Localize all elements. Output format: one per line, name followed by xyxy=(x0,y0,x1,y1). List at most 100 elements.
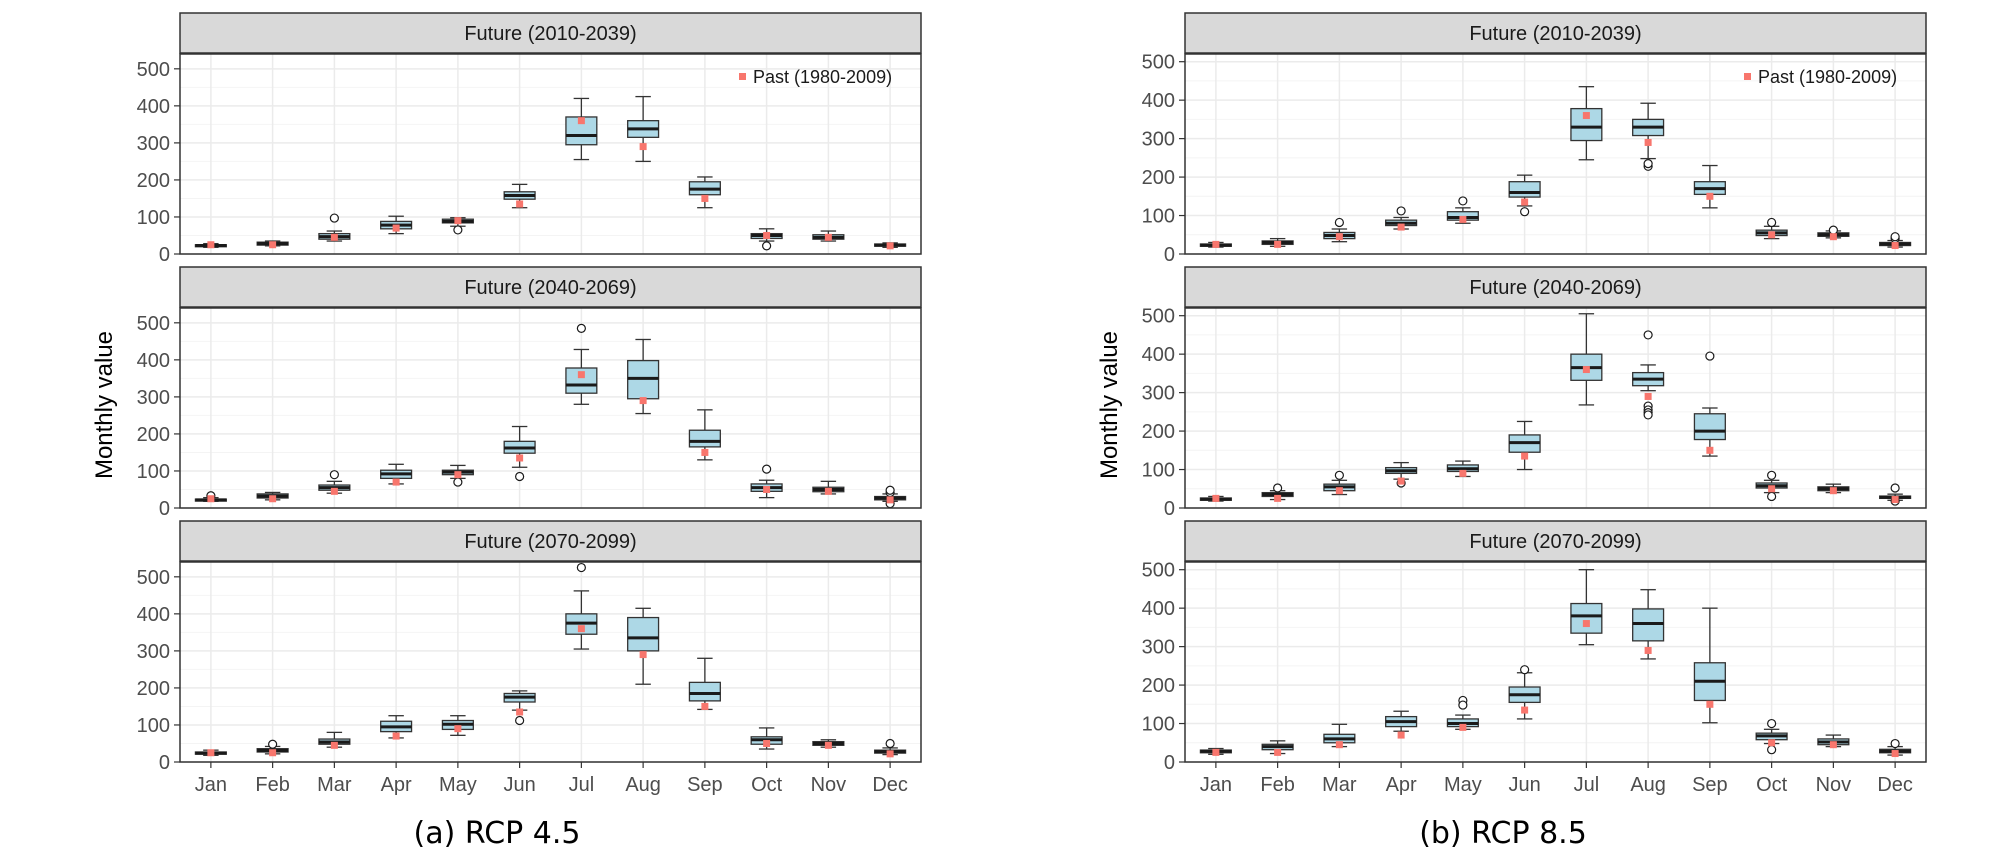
past-marker xyxy=(207,749,215,757)
past-marker xyxy=(763,739,771,747)
box-apr xyxy=(380,463,413,486)
iqr-box xyxy=(1693,413,1726,441)
past-marker xyxy=(1212,748,1220,756)
outlier-point xyxy=(1643,159,1653,169)
past-marker xyxy=(1644,138,1652,146)
box-oct xyxy=(750,464,783,499)
y-tick-label: 400 xyxy=(137,604,170,626)
y-tick-label: 100 xyxy=(1142,460,1175,482)
facet-title: Future (2040-2069) xyxy=(1469,277,1641,299)
y-tick-label: 100 xyxy=(137,461,170,483)
facet-title: Future (2010-2039) xyxy=(1469,23,1641,45)
facet-title: Future (2070-2099) xyxy=(464,531,636,553)
x-tick-label: Jan xyxy=(1200,774,1232,796)
x-tick-label: Nov xyxy=(1816,774,1852,796)
outlier-point xyxy=(576,323,586,333)
past-marker xyxy=(701,194,709,202)
box-jul xyxy=(565,323,598,405)
past-marker xyxy=(763,231,771,239)
past-marker xyxy=(207,241,215,249)
outlier-point xyxy=(1273,483,1283,493)
y-tick-label: 200 xyxy=(137,170,170,192)
y-tick-label: 300 xyxy=(137,133,170,155)
outlier-point xyxy=(1705,351,1715,361)
box-oct xyxy=(1755,470,1788,502)
past-marker xyxy=(516,454,524,462)
x-tick-label: Dec xyxy=(1877,774,1913,796)
y-tick-label: 500 xyxy=(137,59,170,81)
box-nov xyxy=(812,480,845,495)
past-marker xyxy=(1459,215,1467,223)
panel-border xyxy=(1184,307,1927,509)
box-oct xyxy=(1755,718,1788,755)
facet-panel: Future (2070-2099) 0 100 200 300 400 500 Jan Feb… xyxy=(1142,520,1927,796)
past-marker xyxy=(1891,496,1899,504)
past-marker xyxy=(1644,646,1652,654)
box-feb xyxy=(256,491,289,503)
y-tick-label: 0 xyxy=(159,498,170,520)
box-may xyxy=(441,464,474,487)
past-marker xyxy=(1768,739,1776,747)
past-marker xyxy=(824,741,832,749)
x-tick-label: Mar xyxy=(1322,774,1357,796)
past-marker xyxy=(1829,741,1837,749)
past-marker xyxy=(392,478,400,486)
box-jan xyxy=(1199,494,1232,502)
box-mar xyxy=(1323,217,1356,243)
past-marker xyxy=(1459,469,1467,477)
past-marker xyxy=(392,224,400,232)
box-jun xyxy=(1508,420,1541,471)
box-dec xyxy=(874,738,907,758)
past-marker xyxy=(824,487,832,495)
box-aug xyxy=(627,607,660,685)
box-apr xyxy=(380,715,413,740)
past-marker xyxy=(392,732,400,740)
outlier-point xyxy=(515,471,525,482)
facet-panel: Future (2070-2099) 0 100 200 300 400 500 Jan Feb… xyxy=(137,520,922,796)
y-tick-label: 500 xyxy=(137,313,170,335)
y-tick-label: 200 xyxy=(137,678,170,700)
x-tick-label: Apr xyxy=(1386,774,1417,796)
y-tick-label: 200 xyxy=(137,424,170,446)
outlier-point xyxy=(268,739,278,749)
box-jan xyxy=(1199,240,1232,248)
outlier-point xyxy=(1890,232,1900,242)
box-jun xyxy=(1508,174,1541,217)
past-marker xyxy=(1335,741,1343,749)
x-tick-label: Mar xyxy=(317,774,352,796)
outlier-point xyxy=(1458,196,1468,206)
past-marker xyxy=(886,242,894,250)
past-marker xyxy=(1706,446,1714,454)
box-nov xyxy=(1817,483,1850,495)
outlier-point xyxy=(453,225,463,235)
y-tick-label: 100 xyxy=(1142,714,1175,736)
outlier-point xyxy=(1767,745,1777,755)
y-tick-label: 500 xyxy=(1142,306,1175,328)
y-tick-label: 0 xyxy=(159,752,170,774)
box-aug xyxy=(1632,330,1665,420)
past-marker xyxy=(886,750,894,758)
box-feb xyxy=(256,739,289,757)
box-jan xyxy=(194,241,227,249)
facet-strip xyxy=(179,12,922,54)
facet-title: Future (2070-2099) xyxy=(1469,531,1641,553)
x-tick-label: May xyxy=(439,774,477,796)
legend-key xyxy=(1744,73,1751,80)
past-marker xyxy=(1706,192,1714,200)
outlier-point xyxy=(1520,207,1530,217)
box-jun xyxy=(503,690,536,726)
plot-background xyxy=(180,562,921,762)
past-marker xyxy=(454,471,462,479)
x-tick-label: Jan xyxy=(195,774,227,796)
past-marker xyxy=(1212,494,1220,502)
box-feb xyxy=(1261,237,1294,248)
facet-panel: Future (2040-2069) 0 100 200 300 400 500 xyxy=(137,266,922,520)
past-marker xyxy=(1644,392,1652,400)
box-dec xyxy=(1879,738,1912,758)
y-tick-label: 0 xyxy=(1164,244,1175,266)
box-feb xyxy=(256,240,289,249)
chart-rcp45: Future (2010-2039) 0 100 200 300 400 500 Past (… xyxy=(91,12,922,851)
past-marker xyxy=(1582,112,1590,120)
x-tick-label: Jun xyxy=(1509,774,1541,796)
